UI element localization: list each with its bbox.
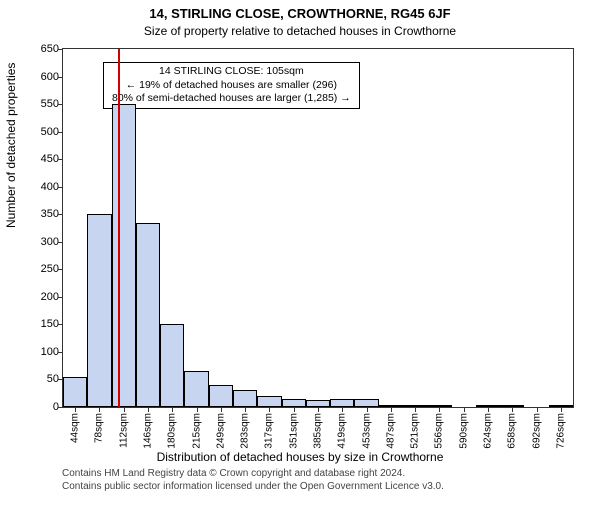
histogram-bar [257,396,281,407]
y-tick-mark [58,159,63,160]
y-axis-label: Number of detached properties [4,63,18,228]
annotation-box: 14 STIRLING CLOSE: 105sqm ← 19% of detac… [103,62,360,109]
histogram-chart: 14 STIRLING CLOSE: 105sqm ← 19% of detac… [62,48,574,408]
x-tick-label: 283sqm [240,413,251,449]
x-tick-mark [124,407,125,412]
histogram-bar [330,399,354,407]
x-axis-label: Distribution of detached houses by size … [0,450,600,464]
x-tick-mark [245,407,246,412]
x-tick-label: 385sqm [313,413,324,449]
x-tick-mark [537,407,538,412]
x-tick-label: 692sqm [531,413,542,449]
marker-line [118,49,120,407]
histogram-bar [184,371,208,407]
y-tick-mark [58,352,63,353]
annotation-line-2: ← 19% of detached houses are smaller (29… [112,79,351,93]
footnote: Contains HM Land Registry data © Crown c… [62,468,574,493]
x-tick-label: 44sqm [70,413,81,443]
histogram-bar [209,385,233,407]
x-tick-label: 249sqm [215,413,226,449]
x-tick-label: 453sqm [361,413,372,449]
y-tick-mark [58,269,63,270]
histogram-bar [160,324,184,407]
x-tick-mark [488,407,489,412]
y-tick-mark [58,242,63,243]
page-subtitle: Size of property relative to detached ho… [0,24,600,38]
x-tick-mark [561,407,562,412]
y-tick-mark [58,77,63,78]
y-tick-label: 650 [41,43,59,55]
x-tick-mark [148,407,149,412]
y-tick-label: 100 [41,346,59,358]
x-tick-mark [512,407,513,412]
x-tick-mark [464,407,465,412]
annotation-line-3: 80% of semi-detached houses are larger (… [112,92,351,106]
footnote-line-2: Contains public sector information licen… [62,481,574,494]
x-tick-label: 556sqm [434,413,445,449]
x-tick-label: 590sqm [458,413,469,449]
histogram-bar [112,104,136,407]
y-tick-label: 250 [41,263,59,275]
x-tick-label: 624sqm [483,413,494,449]
x-tick-label: 726sqm [555,413,566,449]
y-tick-label: 400 [41,181,59,193]
histogram-bar [63,377,87,407]
x-tick-label: 521sqm [410,413,421,449]
x-tick-mark [439,407,440,412]
footnote-line-1: Contains HM Land Registry data © Crown c… [62,468,574,481]
histogram-bar [354,399,378,407]
y-tick-label: 350 [41,208,59,220]
y-tick-label: 300 [41,236,59,248]
x-tick-mark [172,407,173,412]
y-tick-mark [58,407,63,408]
histogram-bar [306,400,330,407]
x-tick-mark [294,407,295,412]
x-tick-mark [367,407,368,412]
x-tick-mark [391,407,392,412]
x-tick-mark [415,407,416,412]
x-tick-mark [221,407,222,412]
x-tick-mark [99,407,100,412]
histogram-bar [87,214,111,407]
histogram-bar [282,399,306,407]
y-tick-mark [58,132,63,133]
y-tick-label: 150 [41,318,59,330]
y-tick-mark [58,104,63,105]
x-tick-mark [318,407,319,412]
y-tick-label: 550 [41,98,59,110]
x-tick-label: 146sqm [143,413,154,449]
annotation-line-1: 14 STIRLING CLOSE: 105sqm [112,65,351,79]
page-title: 14, STIRLING CLOSE, CROWTHORNE, RG45 6JF [0,6,600,21]
y-tick-mark [58,49,63,50]
x-tick-mark [75,407,76,412]
x-tick-label: 78sqm [94,413,105,443]
histogram-bar [233,390,257,407]
y-tick-mark [58,297,63,298]
y-tick-mark [58,214,63,215]
y-tick-mark [58,187,63,188]
y-tick-mark [58,324,63,325]
x-tick-label: 215sqm [191,413,202,449]
x-tick-label: 419sqm [337,413,348,449]
x-tick-mark [269,407,270,412]
histogram-bar [136,223,160,408]
x-tick-label: 180sqm [167,413,178,449]
y-tick-label: 500 [41,126,59,138]
y-tick-label: 600 [41,71,59,83]
x-tick-label: 487sqm [385,413,396,449]
y-tick-label: 450 [41,153,59,165]
x-tick-label: 317sqm [264,413,275,449]
x-tick-label: 112sqm [118,413,129,448]
x-tick-label: 658sqm [507,413,518,449]
x-tick-label: 351sqm [288,413,299,449]
x-tick-mark [342,407,343,412]
x-tick-mark [197,407,198,412]
y-tick-label: 200 [41,291,59,303]
